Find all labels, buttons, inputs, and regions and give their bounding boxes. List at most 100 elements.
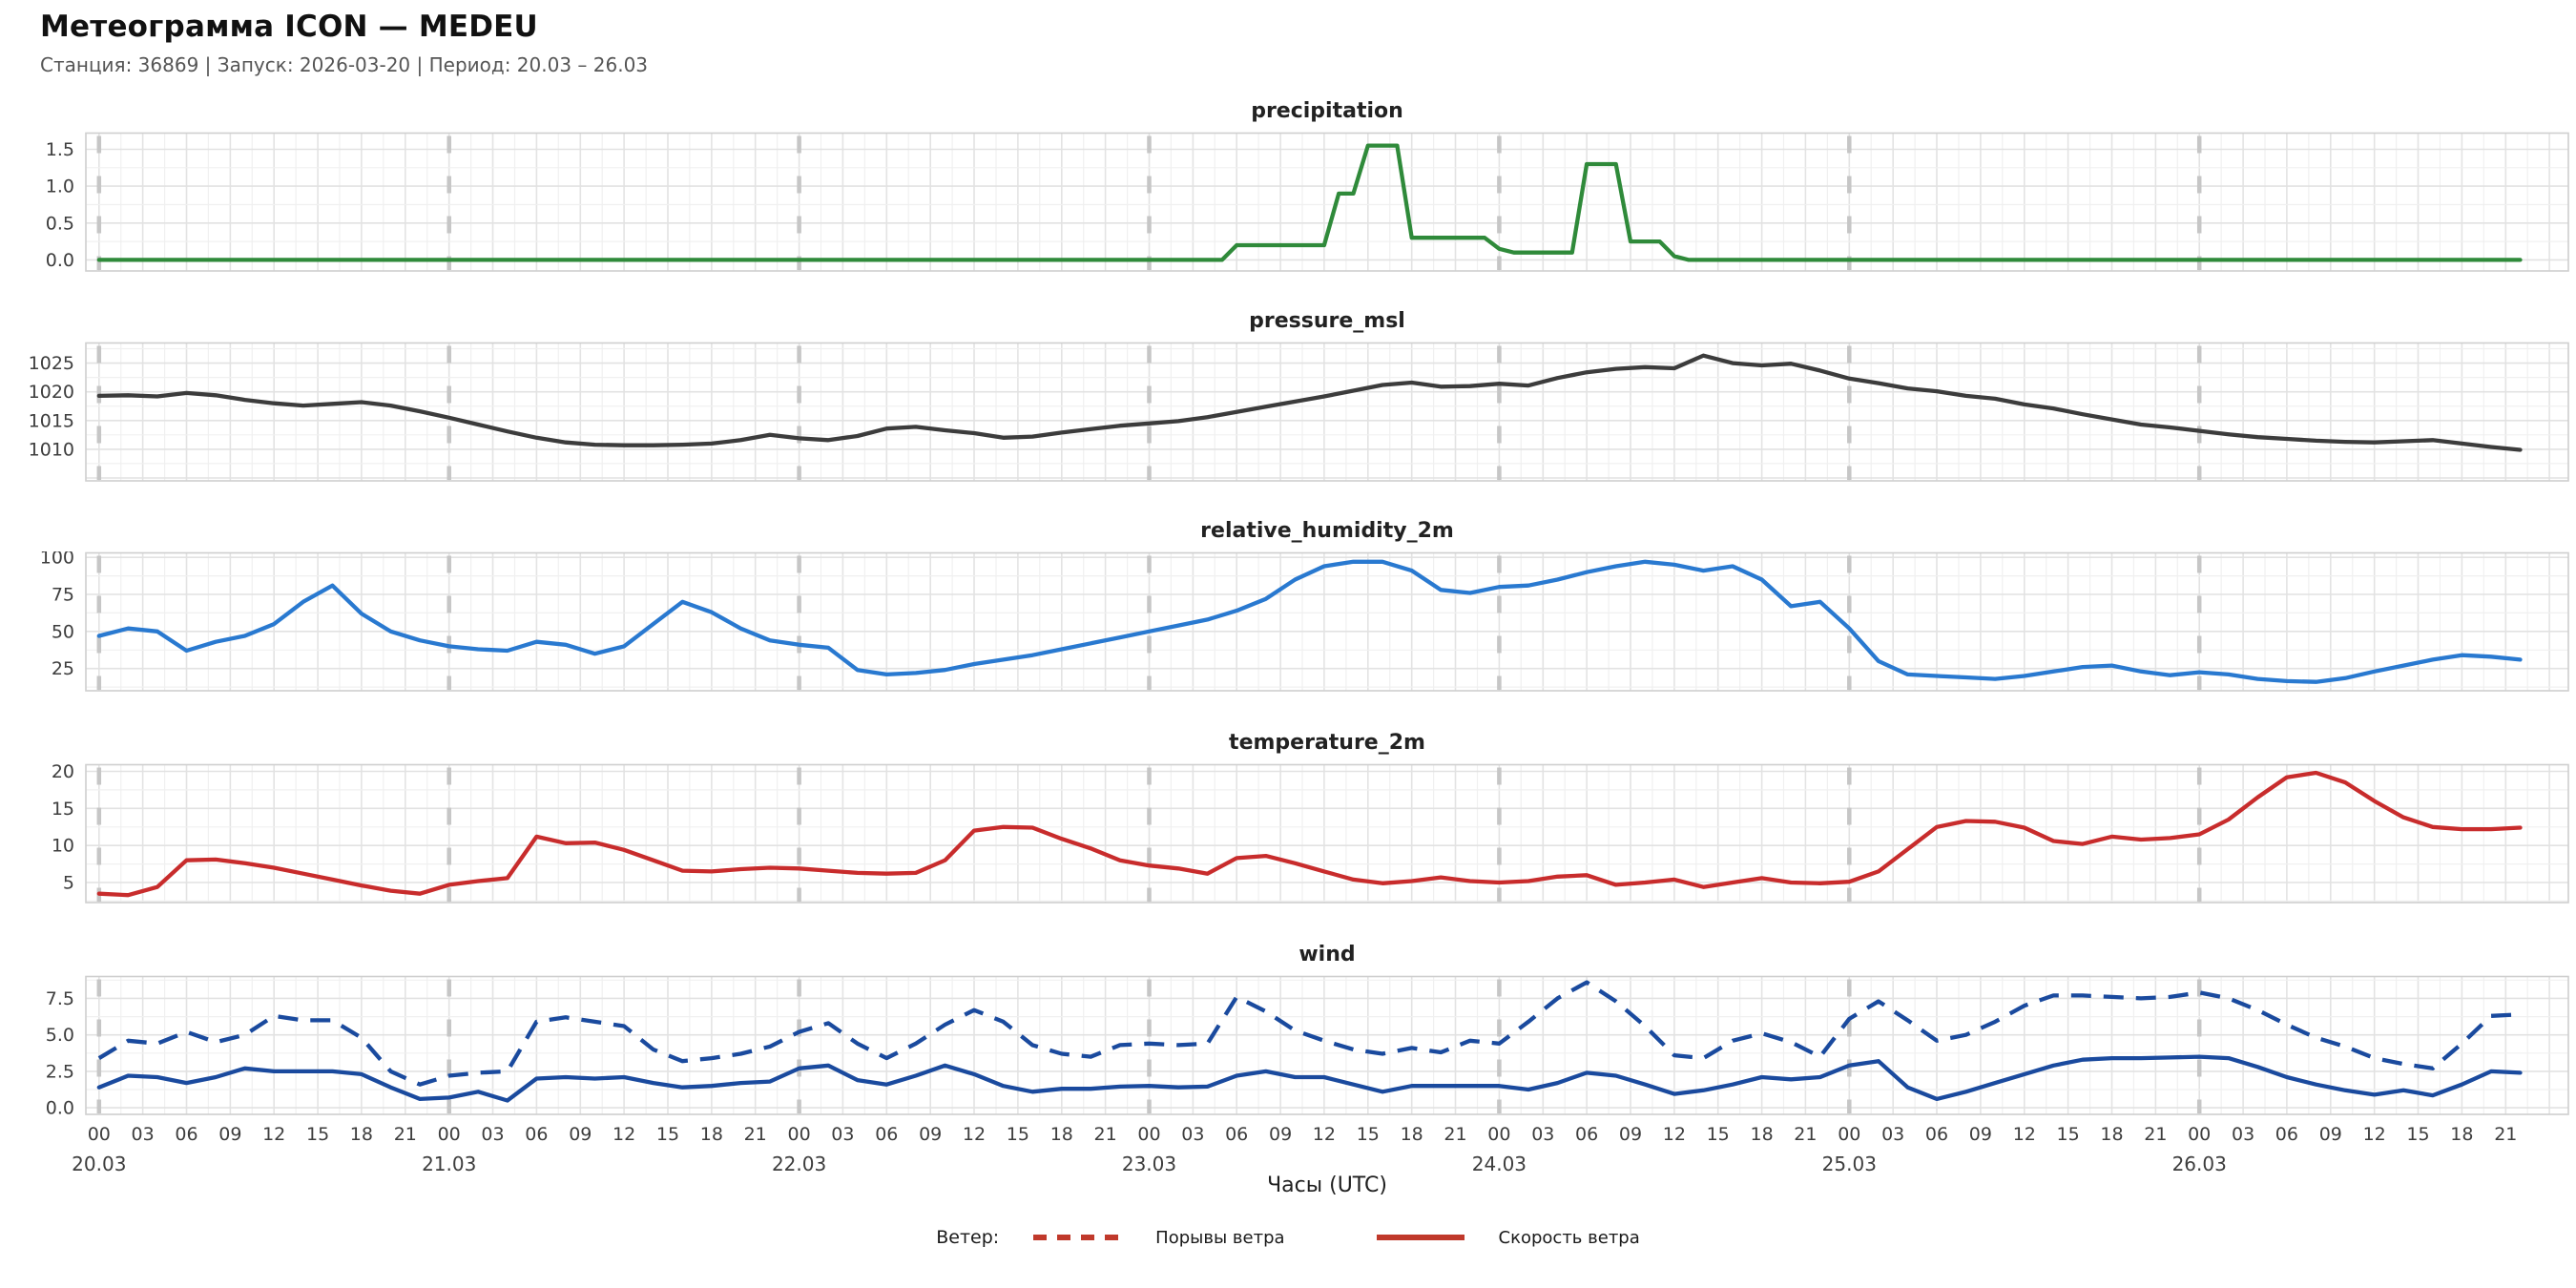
legend-title: Ветер:	[936, 1227, 1000, 1248]
plot-border	[85, 132, 2569, 272]
y-tick-label: 0.0	[46, 250, 74, 271]
temperature_2m-line	[96, 770, 2523, 898]
x-hour-label: 21	[744, 1124, 767, 1145]
x-hour-label: 21	[1094, 1124, 1117, 1145]
panel-title-precipitation: precipitation	[1251, 99, 1403, 123]
panel-title-relative-humidity-2m: relative_humidity_2m	[1200, 519, 1454, 543]
x-hour-label: 21	[2494, 1124, 2517, 1145]
y-tick-label: 7.5	[46, 988, 74, 1009]
x-hour-label: 12	[2363, 1124, 2386, 1145]
x-hour-label: 09	[1269, 1124, 1292, 1145]
grid-pressure_msl	[86, 343, 2568, 481]
x-hour-label: 03	[831, 1124, 854, 1145]
x-hour-label: 15	[656, 1124, 679, 1145]
precipitation-line	[96, 143, 2523, 262]
x-hour-label: 00	[1838, 1124, 1860, 1145]
x-day-label: 21.03	[422, 1153, 476, 1175]
x-hour-label: 15	[2057, 1124, 2080, 1145]
x-hour-label: 03	[2232, 1124, 2254, 1145]
plot-border	[85, 342, 2569, 482]
x-hour-label: 06	[875, 1124, 898, 1145]
x-hour-label: 21	[394, 1124, 417, 1145]
plot-border	[85, 551, 2569, 692]
pressure_msl-line	[96, 353, 2523, 452]
y-tick-label: 1025	[29, 353, 74, 374]
x-hour-label: 15	[1007, 1124, 1029, 1145]
grid-relative_humidity_2m	[86, 552, 2568, 691]
plot-wind: 0.0 2.5 5.0 7.5	[46, 975, 2569, 1116]
x-day-label: 23.03	[1122, 1153, 1176, 1175]
wind-gusts-line	[97, 980, 2521, 1087]
speed-solid-swatch-icon	[1376, 1235, 1465, 1240]
y-tick-label: 1.5	[46, 139, 74, 160]
y-tick-label: 1.0	[46, 177, 74, 197]
y-tick-label: 15	[52, 799, 74, 820]
x-hour-label: 12	[1663, 1124, 1686, 1145]
panel-title-pressure-msl: pressure_msl	[1249, 309, 1405, 333]
x-hour-label: 06	[1925, 1124, 1948, 1145]
plot-precipitation: 0.0 0.5 1.0 1.5	[46, 132, 2569, 272]
plot-relative_humidity_2m: 25 50 75 100	[40, 551, 2569, 692]
y-tick-label: 2.5	[46, 1061, 74, 1082]
x-hour-label: 15	[1707, 1124, 1730, 1145]
x-day-label: 25.03	[1822, 1153, 1877, 1175]
header: Метеограмма ICON — MEDEU Станция: 36869 …	[40, 10, 648, 76]
x-hour-label: 09	[569, 1124, 592, 1145]
x-hour-label: 00	[1487, 1124, 1510, 1145]
y-tick-label: 20	[52, 763, 74, 782]
page-subtitle: Станция: 36869 | Запуск: 2026-03-20 | Пе…	[40, 53, 649, 76]
x-hour-label: 21	[2144, 1124, 2167, 1145]
x-hour-label: 06	[1575, 1124, 1598, 1145]
x-hour-label: 03	[1531, 1124, 1554, 1145]
y-tick-label: 5	[63, 873, 74, 894]
x-axis-label: Часы (UTC)	[1267, 1174, 1387, 1197]
x-hour-label: 03	[481, 1124, 504, 1145]
y-tick-label: 1010	[29, 439, 74, 460]
panel-title-wind: wind	[1298, 943, 1356, 966]
x-hour-label: 03	[132, 1124, 155, 1145]
x-hour-label: 00	[88, 1124, 111, 1145]
x-hour-label: 03	[1181, 1124, 1204, 1145]
x-hour-label: 00	[788, 1124, 811, 1145]
y-tick-label: 75	[52, 585, 74, 606]
x-hour-label: 21	[1444, 1124, 1466, 1145]
legend-item-speed: Скорость ветра	[1498, 1227, 1640, 1248]
x-day-label: 24.03	[1472, 1153, 1527, 1175]
grid-temperature_2m	[86, 764, 2568, 903]
x-hour-label: 09	[1619, 1124, 1642, 1145]
y-tick-label: 1015	[29, 410, 74, 431]
y-tick-label: 100	[40, 551, 74, 569]
x-hour-label: 12	[2013, 1124, 2036, 1145]
x-hour-label: 09	[218, 1124, 241, 1145]
wind-line	[96, 1054, 2523, 1103]
x-hour-label: 12	[262, 1124, 285, 1145]
x-hour-label: 15	[2406, 1124, 2429, 1145]
relative_humidity_2m-line	[96, 559, 2523, 684]
legend-item-gusts: Порывы ветра	[1155, 1227, 1285, 1248]
x-hour-label: 03	[1881, 1124, 1904, 1145]
plot-pressure_msl: 1010 1015 1020 1025	[29, 342, 2569, 482]
x-day-label: 20.03	[72, 1153, 126, 1175]
x-hour-label: 18	[2450, 1124, 2473, 1145]
x-hour-label: 06	[175, 1124, 197, 1145]
plot-border	[85, 975, 2569, 1115]
x-hour-label: 09	[2319, 1124, 2342, 1145]
x-hour-label: 21	[1794, 1124, 1817, 1145]
x-hour-label: 18	[700, 1124, 723, 1145]
x-hour-label: 09	[919, 1124, 942, 1145]
grid-precipitation	[86, 133, 2568, 271]
grid-wind	[86, 976, 2568, 1114]
x-hour-label: 06	[525, 1124, 548, 1145]
y-tick-label: 0.0	[46, 1098, 74, 1116]
x-hour-label: 18	[1751, 1124, 1774, 1145]
gusts-dashed-swatch-icon	[1033, 1235, 1122, 1240]
x-hour-label: 06	[1225, 1124, 1248, 1145]
x-hour-label: 12	[1313, 1124, 1336, 1145]
x-hour-label: 15	[306, 1124, 329, 1145]
x-hour-label: 18	[1401, 1124, 1423, 1145]
y-tick-label: 10	[52, 836, 74, 857]
x-hour-label: 12	[963, 1124, 986, 1145]
x-day-label: 22.03	[772, 1153, 826, 1175]
x-hour-label: 00	[1137, 1124, 1160, 1145]
